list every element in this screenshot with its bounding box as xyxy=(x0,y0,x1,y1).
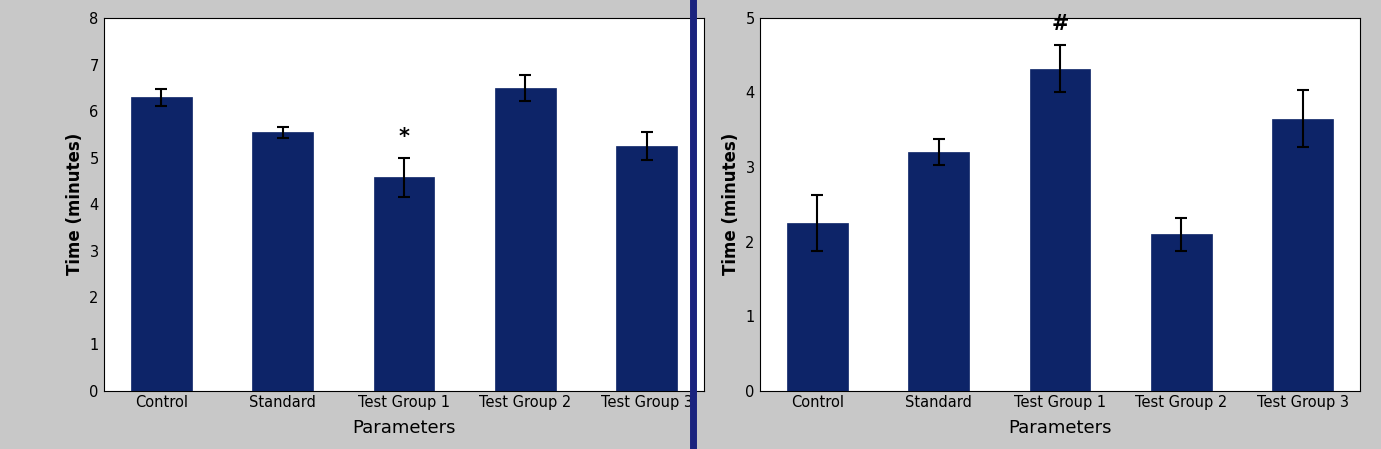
Bar xyxy=(253,132,313,391)
Bar xyxy=(374,177,434,391)
Bar xyxy=(1272,119,1333,391)
Text: B: B xyxy=(693,0,713,3)
Bar xyxy=(494,88,555,391)
X-axis label: Parameters: Parameters xyxy=(352,419,456,437)
Bar xyxy=(1150,234,1211,391)
Bar xyxy=(1030,69,1090,391)
Y-axis label: Time (minutes): Time (minutes) xyxy=(722,133,740,275)
Bar xyxy=(787,223,848,391)
Bar xyxy=(909,152,969,391)
Bar xyxy=(616,146,677,391)
X-axis label: Parameters: Parameters xyxy=(1008,419,1112,437)
Text: *: * xyxy=(399,127,409,146)
Text: A: A xyxy=(37,0,57,3)
Bar xyxy=(131,97,192,391)
Text: #: # xyxy=(1051,13,1069,34)
Y-axis label: Time (minutes): Time (minutes) xyxy=(66,133,84,275)
